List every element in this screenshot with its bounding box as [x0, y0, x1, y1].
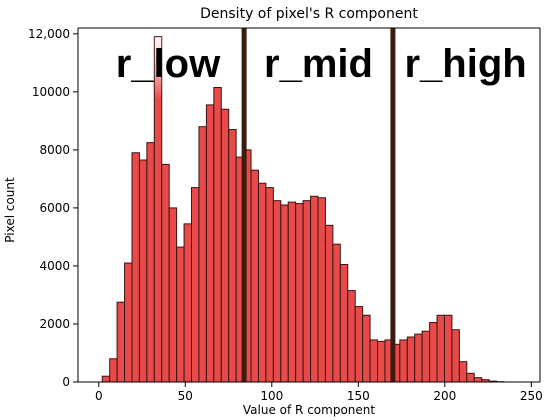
histogram-bar	[443, 314, 453, 383]
histogram-bar	[451, 329, 460, 383]
histogram-bar	[369, 339, 379, 383]
histogram-bar	[205, 104, 215, 383]
axes-group: 0 2000 4000 6000 8000 10000 12,000 0 50 100 150 200…	[28, 27, 543, 403]
histogram-bar	[109, 358, 118, 383]
y-tick-label: 4000	[39, 259, 70, 273]
x-tick-label: 200	[433, 389, 456, 403]
histogram-bar	[228, 129, 237, 383]
x-axis-label: Value of R component	[243, 403, 375, 417]
bar-highlight	[154, 37, 162, 100]
histogram-bar	[161, 163, 170, 383]
histogram-bar	[347, 290, 356, 383]
histogram-bar	[324, 224, 334, 383]
histogram-bar	[295, 203, 304, 383]
bars-group	[101, 36, 505, 383]
histogram-bar	[310, 195, 319, 383]
histogram-bar	[220, 108, 230, 383]
histogram-bar	[131, 152, 140, 383]
histogram-bar	[406, 336, 416, 383]
histogram-bar	[421, 330, 431, 383]
chart-title: Density of pixel's R component	[200, 6, 418, 22]
histogram-bar	[250, 169, 259, 383]
histogram-bar	[146, 142, 155, 383]
histogram-bar	[399, 339, 408, 383]
histogram-bar	[302, 200, 312, 383]
histogram-bar	[272, 200, 282, 383]
histogram-bar	[473, 377, 483, 383]
histogram-bar	[138, 159, 148, 383]
histogram-bar	[339, 263, 349, 383]
region-label: r_high	[404, 42, 526, 86]
histogram-bar	[101, 375, 111, 383]
y-tick-label: 10000	[32, 85, 70, 99]
histogram-bar	[436, 314, 445, 383]
histogram-bar	[332, 243, 341, 383]
x-tick-label: 250	[520, 389, 543, 403]
histogram-bar	[213, 86, 222, 383]
histogram-bar	[317, 197, 326, 383]
y-tick-label: 0	[62, 375, 70, 389]
histogram-bar	[183, 223, 193, 383]
y-tick-label: 12,000	[28, 27, 70, 41]
y-axis-label: Pixel count	[3, 177, 17, 243]
histogram-bar	[116, 301, 126, 383]
y-tick-label: 6000	[39, 201, 70, 215]
x-tick-label: 0	[95, 389, 103, 403]
histogram-bar	[176, 246, 185, 383]
histogram-bar	[198, 126, 207, 383]
histogram-bar	[257, 182, 267, 383]
histogram-bar	[280, 204, 289, 383]
histogram-bar	[429, 322, 438, 383]
histogram-bar	[265, 187, 274, 383]
region-labels-group: r_low r_mid r_high	[116, 42, 527, 86]
y-tick-label: 8000	[39, 143, 70, 157]
histogram-bar	[414, 333, 423, 383]
histogram-bar	[377, 340, 386, 383]
region-label: r_low	[116, 42, 221, 86]
histogram-bar	[354, 306, 364, 383]
dividers-group	[241, 28, 396, 382]
histogram-bar	[362, 314, 371, 383]
histogram-bar	[168, 207, 178, 383]
histogram-bar	[287, 201, 297, 383]
y-tick-label: 2000	[39, 317, 70, 331]
histogram-bar	[191, 187, 200, 383]
x-tick-label: 150	[347, 389, 370, 403]
x-tick-label: 50	[178, 389, 193, 403]
histogram-bar	[458, 361, 468, 383]
histogram-bar	[466, 372, 475, 383]
region-label: r_mid	[264, 42, 373, 86]
histogram-bar	[124, 262, 133, 383]
x-tick-label: 100	[260, 389, 283, 403]
